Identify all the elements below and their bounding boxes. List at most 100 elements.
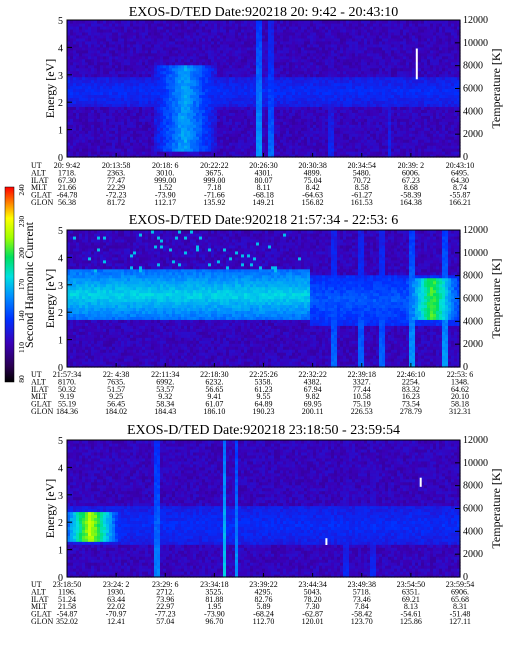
heatmap-cell — [163, 40, 167, 45]
heatmap-cell — [79, 43, 83, 48]
heatmap-cell — [181, 154, 185, 158]
heatmap-cell — [100, 67, 104, 72]
heatmap-cell — [181, 112, 185, 116]
heatmap-cell — [88, 142, 92, 146]
heatmap-cell — [106, 142, 110, 146]
heatmap-cell — [151, 22, 155, 27]
heatmap-cell — [70, 136, 74, 140]
heatmap-cell — [91, 100, 95, 104]
colorbar-tick-label: 170 — [17, 279, 26, 291]
heatmap-cell — [106, 127, 110, 131]
heatmap-cell — [154, 67, 158, 72]
heatmap-cell — [127, 127, 131, 131]
heatmap-cell — [121, 25, 125, 30]
heatmap-cell — [112, 58, 116, 63]
heatmap-cell — [118, 133, 122, 137]
heatmap-cell — [127, 121, 131, 125]
heatmap-cell — [148, 31, 152, 36]
heatmap-cell — [160, 91, 164, 96]
heatmap-cell — [154, 124, 158, 128]
heatmap-cell — [79, 20, 83, 24]
heatmap-cell — [175, 73, 179, 78]
heatmap-cell — [124, 25, 128, 30]
heatmap-cell — [100, 91, 104, 96]
heatmap-cell — [85, 46, 89, 51]
heatmap-cell — [73, 37, 77, 42]
heatmap-cell — [88, 73, 92, 78]
heatmap-cell — [124, 121, 128, 125]
heatmap-cell — [142, 61, 146, 66]
heatmap-cell — [100, 40, 104, 45]
heatmap-cell — [100, 97, 104, 102]
heatmap-cell — [163, 25, 167, 30]
heatmap-cell — [85, 28, 89, 33]
heatmap-cell — [163, 121, 167, 125]
heatmap-cell — [121, 46, 125, 51]
heatmap-cell — [130, 133, 134, 137]
heatmap-cell — [151, 79, 155, 84]
heatmap-cell — [172, 106, 176, 110]
heatmap-cell — [166, 73, 170, 78]
heatmap-cell — [169, 49, 173, 54]
heatmap-cell — [124, 136, 128, 140]
heatmap-cell — [88, 46, 92, 51]
heatmap-cell — [127, 34, 131, 39]
heatmap-cell — [136, 67, 140, 72]
heatmap-cell — [178, 88, 182, 93]
heatmap-cell — [115, 37, 119, 42]
heatmap-cell — [115, 73, 119, 78]
heatmap-cell — [154, 79, 158, 84]
heatmap-cell — [130, 46, 134, 51]
heatmap-cell — [118, 58, 122, 63]
heatmap-cell — [124, 61, 128, 66]
heatmap-cell — [169, 145, 173, 149]
heatmap-cell — [76, 127, 80, 131]
heatmap-cell — [115, 112, 119, 116]
heatmap-cell — [139, 82, 143, 87]
heatmap-cell — [79, 145, 83, 149]
heatmap-cell — [160, 58, 164, 63]
heatmap-cell — [175, 34, 179, 39]
heatmap-cell — [178, 151, 182, 155]
heatmap-cell — [115, 142, 119, 146]
heatmap-cell — [166, 100, 170, 104]
heatmap-cell — [178, 25, 182, 30]
heatmap-cell — [136, 52, 140, 57]
heatmap-cell — [136, 28, 140, 33]
heatmap-cell — [82, 91, 86, 96]
heatmap-cell — [130, 55, 134, 60]
heatmap-cell — [97, 148, 101, 152]
heatmap-cell — [151, 70, 155, 75]
heatmap-cell — [82, 85, 86, 90]
heatmap-cell — [127, 40, 131, 45]
heatmap-cell — [76, 67, 80, 72]
heatmap-cell — [175, 91, 179, 96]
heatmap-cell — [148, 67, 152, 72]
heatmap-cell — [130, 73, 134, 78]
heatmap-cell — [109, 112, 113, 116]
heatmap-cell — [76, 100, 80, 104]
heatmap-cell — [175, 31, 179, 36]
heatmap-cell — [82, 136, 86, 140]
heatmap-cell — [133, 142, 137, 146]
heatmap-cell — [79, 85, 83, 90]
heatmap-cell — [85, 49, 89, 54]
heatmap-cell — [70, 85, 74, 90]
heatmap-cell — [139, 76, 143, 81]
heatmap-cell — [133, 70, 137, 75]
heatmap-cell — [88, 25, 92, 30]
heatmap-cell — [85, 40, 89, 45]
heatmap-cell — [73, 124, 77, 128]
heatmap-cell — [85, 133, 89, 137]
heatmap-cell — [130, 22, 134, 27]
heatmap-cell — [142, 55, 146, 60]
heatmap-cell — [118, 49, 122, 54]
heatmap-cell — [76, 61, 80, 66]
heatmap-cell — [109, 103, 113, 107]
heatmap-cell — [154, 121, 158, 125]
heatmap-cell — [145, 88, 149, 93]
heatmap-cell — [130, 130, 134, 134]
heatmap-cell — [109, 64, 113, 69]
heatmap-cell — [127, 67, 131, 72]
heatmap-cell — [133, 37, 137, 42]
